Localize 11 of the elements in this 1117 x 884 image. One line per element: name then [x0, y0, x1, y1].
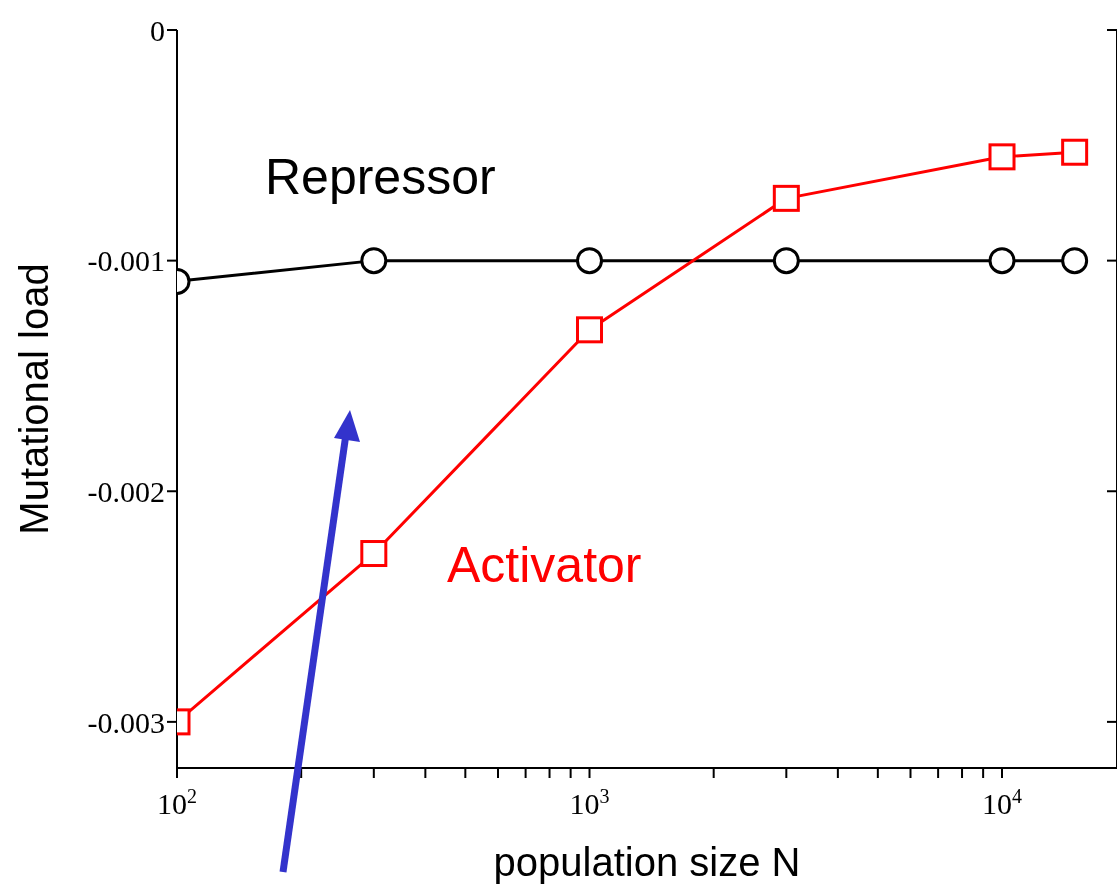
y-tick-label: -0.003 [87, 705, 165, 739]
x-tick-label: 10$^{2}$ [157, 785, 197, 820]
x-tick-label: 10$^{3}$ [569, 785, 610, 820]
y-tick-label: 0 [150, 13, 165, 47]
y-tick-label: -0.001 [87, 244, 165, 278]
x-tick-label: 10$^{4}$ [982, 785, 1023, 820]
series-label: Repressor [265, 148, 496, 206]
x-axis-title: population size N [493, 840, 801, 884]
y-tick-label: -0.002 [87, 474, 165, 508]
y-axis-title: Mutational load [12, 263, 57, 535]
series-label: Activator [447, 536, 642, 594]
